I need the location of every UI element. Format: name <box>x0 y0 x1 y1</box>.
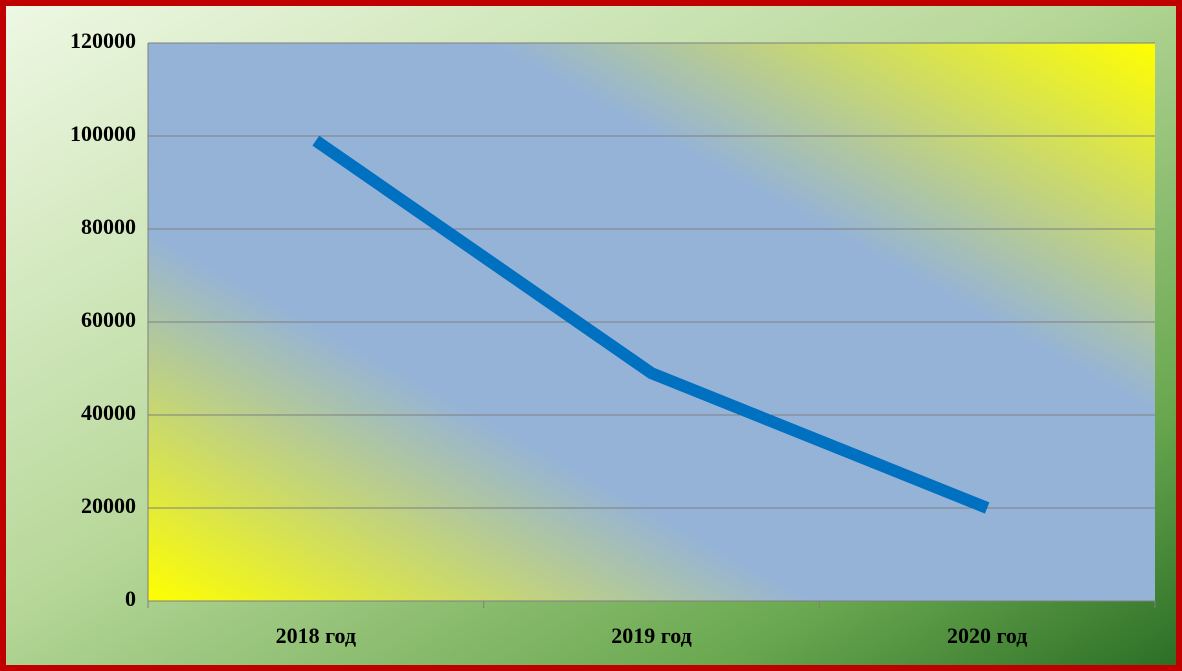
line-series <box>312 135 990 514</box>
x-tick-label: 2020 год <box>947 623 1027 648</box>
x-tick-label: 2019 год <box>611 623 691 648</box>
y-tick-label: 0 <box>125 586 136 611</box>
y-tick-label: 20000 <box>81 493 136 518</box>
y-tick-label: 80000 <box>81 214 136 239</box>
y-tick-label: 60000 <box>81 307 136 332</box>
y-tick-label: 120000 <box>70 28 136 53</box>
y-tick-label: 100000 <box>70 121 136 146</box>
y-tick-label: 40000 <box>81 400 136 425</box>
x-tick-label: 2018 год <box>276 623 356 648</box>
